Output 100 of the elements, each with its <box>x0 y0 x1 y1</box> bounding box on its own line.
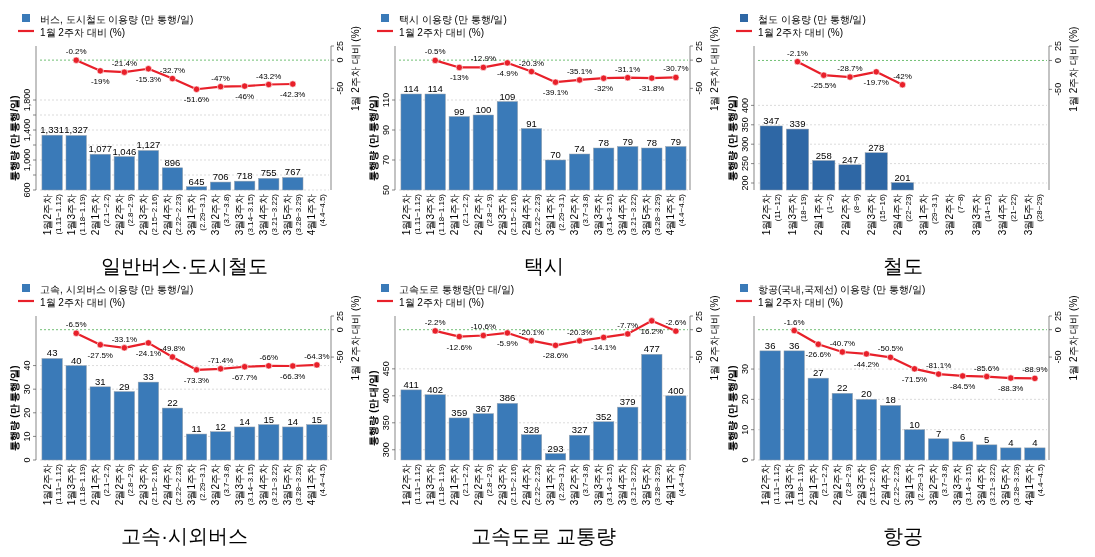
x-tick-label: 2월4주차 (2.22~2.23) <box>161 193 183 236</box>
point <box>648 74 656 82</box>
point <box>576 76 584 84</box>
legend-label: 1월 2주차 대비 (%) <box>758 296 844 308</box>
point <box>503 329 511 337</box>
point <box>193 366 201 374</box>
x-tick-label: 1월3주차 (1.18~1.19) <box>424 193 446 236</box>
x-tick-label: 3월4주차 (3.21~3.22) <box>617 193 639 236</box>
legend-label: 고속, 시외버스 이용량 (만 통행/일) <box>40 283 194 295</box>
point <box>241 363 249 371</box>
x-tick-label: 3월2주차 (3.7~3.8) <box>210 463 232 506</box>
point <box>838 348 846 356</box>
data-label: -43.2% <box>256 71 282 81</box>
x-tick-label: 1월2주차 (1.11~1.12) <box>759 463 781 506</box>
data-label: 99 <box>453 105 465 117</box>
y-tick-label: 350 <box>740 117 750 133</box>
point <box>217 365 225 373</box>
point <box>911 365 919 373</box>
point <box>624 74 632 82</box>
data-label: -0.5% <box>424 47 446 57</box>
data-label: -42.3% <box>280 90 306 99</box>
point <box>672 73 680 81</box>
data-label: 79 <box>622 135 634 147</box>
y2-tick-label: 0 <box>335 57 345 63</box>
data-label: 14 <box>287 415 299 427</box>
x-tick-label: 3월2주차 (3.7~3.8) <box>569 463 591 506</box>
data-label: 1,327 <box>64 124 89 136</box>
legend-label: 버스, 도시철도 이용량 (만 통행/일) <box>40 13 194 25</box>
bar <box>41 358 63 461</box>
x-tick-label: 3월3주차 (3.14~3.15) <box>952 463 974 506</box>
y2-axis-title: 1월 2주차 대비 (%) <box>709 295 720 381</box>
x-tick-label: 2월3주차 (2.15~2.16) <box>137 193 159 236</box>
data-label: -51.6% <box>183 95 210 105</box>
y-tick-label: 1,000 <box>22 148 32 172</box>
data-label: 15 <box>263 413 275 425</box>
data-label: -0.2% <box>65 47 87 57</box>
bar <box>234 426 256 461</box>
data-label: 247 <box>842 153 858 165</box>
text: 고속·시외버스 <box>121 525 248 547</box>
legend-label: 고속도로 통행량(만 대/일) <box>399 283 514 295</box>
y-tick-label: 70 <box>381 154 391 166</box>
point <box>814 340 822 348</box>
y2-tick-label: 25 <box>1053 40 1063 52</box>
point <box>1007 374 1015 382</box>
data-label: -88.3% <box>998 384 1024 394</box>
x-tick-label: 4월1주차 (4.4~4.5) <box>665 463 687 506</box>
data-label: 718 <box>236 170 253 182</box>
point <box>862 350 870 358</box>
y-tick-label: 90 <box>381 124 391 136</box>
x-tick-label: 3월3주차 (3.14~3.15) <box>593 193 615 236</box>
y-tick-label: 110 <box>381 92 391 108</box>
y-tick-label: 40 <box>22 360 32 371</box>
data-label: -2.1% <box>787 48 808 58</box>
point <box>265 362 273 370</box>
point <box>794 58 801 66</box>
bar <box>282 426 304 461</box>
point <box>820 71 828 79</box>
y2-tick-label: 25 <box>335 310 345 322</box>
point <box>265 81 273 89</box>
bar <box>783 350 805 461</box>
bar <box>89 386 111 461</box>
x-tick-label: 3월4주차 (3.21~3.22) <box>976 463 998 506</box>
data-label: 7 <box>935 427 942 439</box>
data-label: -28.6% <box>542 351 569 361</box>
y2-tick-label: 0 <box>694 327 704 333</box>
y-axis-title: 통행량 (만 통행/일) <box>368 95 379 181</box>
bar <box>137 381 159 461</box>
data-label: -50.5% <box>877 344 904 354</box>
data-label: 1,046 <box>112 145 137 157</box>
bar <box>928 438 950 461</box>
legend-label: 1월 2주차 대비 (%) <box>40 296 126 308</box>
point <box>168 75 176 83</box>
data-label: -66.3% <box>280 371 306 381</box>
y2-tick-label: 25 <box>694 40 704 52</box>
data-label: 359 <box>451 406 468 418</box>
x-tick-label: 2월3주차 (15~16) <box>865 193 887 236</box>
point <box>72 56 80 64</box>
data-label: 367 <box>475 402 492 414</box>
point <box>455 63 463 71</box>
x-tick-label: 2월2주차 (2.8~2.9) <box>472 463 494 506</box>
text: 택시 <box>523 255 564 277</box>
data-label: 31 <box>94 375 106 387</box>
x-tick-label: 1월2주차 (11~12) <box>760 193 782 236</box>
data-label: -19% <box>90 76 110 86</box>
point <box>1031 374 1039 382</box>
point <box>96 67 104 75</box>
bar <box>855 399 877 461</box>
y2-axis-title: 1월 2주차 대비 (%) <box>1068 295 1079 381</box>
x-tick-label: 3월1주차 (2.29~3.1) <box>186 463 208 506</box>
bar <box>904 429 926 461</box>
x-tick-label: 4월1주차 (4.4~4.5) <box>1024 463 1046 506</box>
x-tick-label: 3월2주차 (3.7~3.8) <box>569 193 591 236</box>
data-label: -32.7% <box>159 65 186 75</box>
x-tick-label: 3월3주차 (3.14~3.15) <box>593 463 615 506</box>
data-label: 339 <box>789 118 806 130</box>
point <box>527 68 535 76</box>
point <box>600 333 608 341</box>
y-tick-label: 0 <box>740 457 750 463</box>
data-label: -7.7% <box>617 320 639 330</box>
bar <box>186 433 208 461</box>
